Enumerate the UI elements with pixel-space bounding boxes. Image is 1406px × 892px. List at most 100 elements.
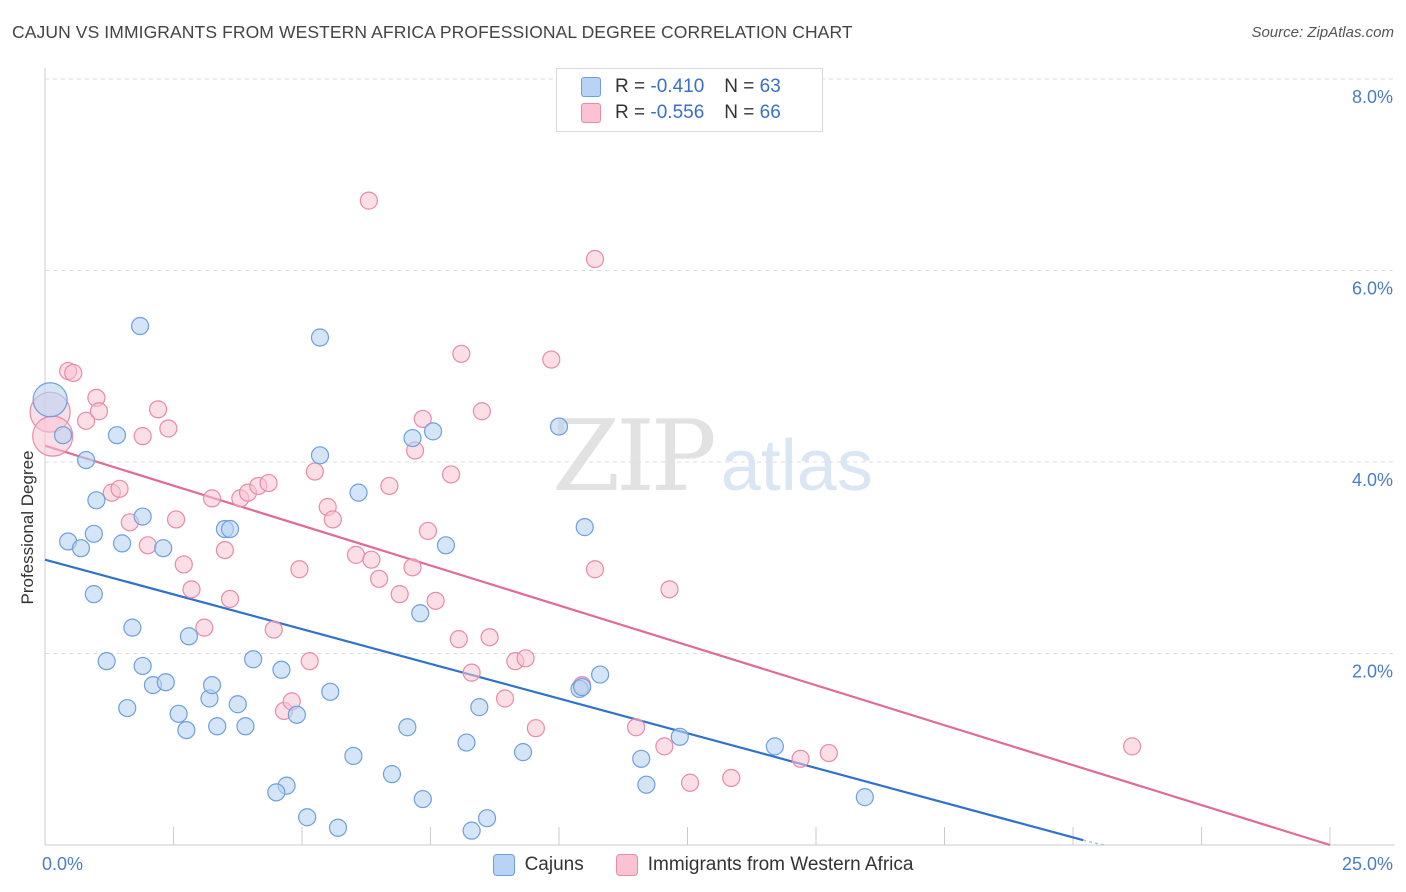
point-western-africa — [403, 558, 422, 577]
point-cajuns — [632, 749, 651, 768]
axes — [44, 68, 1395, 846]
point-cajuns — [765, 737, 784, 756]
point-cajuns — [77, 450, 96, 470]
point-cajuns — [97, 652, 116, 671]
point-cajuns — [591, 665, 610, 684]
point-cajuns — [133, 507, 152, 526]
y-tick-label: 8.0% — [1352, 87, 1393, 107]
point-cajuns — [513, 743, 533, 762]
point-cajuns — [32, 382, 68, 418]
point-cajuns — [71, 539, 91, 558]
point-cajuns — [575, 518, 594, 537]
point-cajuns — [457, 733, 476, 752]
point-cajuns — [87, 491, 106, 510]
point-cajuns — [179, 627, 199, 646]
point-western-africa — [264, 620, 283, 639]
point-western-africa — [215, 540, 234, 560]
point-western-africa — [159, 419, 178, 438]
point-western-africa — [526, 719, 545, 738]
x-tick-label-min: 0.0% — [42, 854, 83, 874]
point-western-africa — [305, 462, 324, 481]
legend-r-value: -0.556 — [650, 102, 705, 123]
legend-label-cajuns: Cajuns — [524, 854, 584, 875]
point-western-africa — [359, 191, 378, 210]
point-western-africa — [362, 550, 381, 569]
point-western-africa — [77, 411, 96, 430]
legend-n-label: N = — [724, 76, 755, 97]
point-western-africa — [202, 489, 222, 508]
point-western-africa — [791, 749, 810, 768]
legend-row-western-africa: R = -0.556 N = 66 — [581, 100, 781, 126]
legend-item-cajuns[interactable]: Cajuns — [492, 854, 584, 876]
source-label: Source: ZipAtlas.com — [1251, 24, 1394, 41]
point-cajuns — [123, 618, 142, 637]
legend-label-western-africa: Immigrants from Western Africa — [647, 854, 914, 875]
legend-r-label: R = — [615, 102, 646, 123]
point-western-africa — [174, 555, 193, 574]
point-western-africa — [89, 402, 109, 421]
point-cajuns — [573, 677, 592, 697]
series-western-africa-points — [29, 191, 1142, 792]
point-western-africa — [138, 536, 157, 555]
point-western-africa — [449, 630, 468, 649]
legend-n-value: 63 — [759, 76, 781, 97]
point-cajuns — [344, 746, 363, 766]
point-western-africa — [64, 363, 83, 383]
legend-swatch-blue — [581, 77, 601, 97]
point-western-africa — [516, 649, 535, 668]
point-cajuns — [298, 808, 317, 827]
grid-lines — [45, 78, 1395, 654]
point-cajuns — [477, 809, 497, 828]
point-western-africa — [220, 589, 240, 609]
point-cajuns — [637, 775, 656, 794]
point-cajuns — [107, 426, 127, 445]
series-legend: Cajuns Immigrants from Western Africa — [0, 852, 1406, 878]
point-western-africa — [480, 628, 499, 647]
point-cajuns — [436, 536, 456, 555]
point-cajuns — [154, 539, 173, 558]
tick-labels: 2.0% 4.0% 6.0% 8.0% 0.0% 25.0% Professional De… — [18, 87, 1393, 874]
x-tick-label-max: 25.0% — [1342, 854, 1393, 874]
point-western-africa — [259, 473, 278, 493]
point-western-africa — [680, 773, 700, 792]
legend-r-value: -0.410 — [650, 76, 705, 97]
point-cajuns — [470, 698, 489, 717]
point-western-africa — [418, 521, 438, 541]
point-western-africa — [542, 350, 561, 369]
point-cajuns — [177, 720, 196, 740]
point-western-africa — [413, 409, 432, 429]
point-cajuns — [328, 818, 348, 837]
point-cajuns — [133, 656, 152, 676]
point-western-africa — [585, 560, 605, 579]
point-cajuns — [267, 783, 286, 802]
point-cajuns — [310, 328, 330, 347]
point-western-africa — [462, 663, 481, 682]
legend-item-western-africa[interactable]: Immigrants from Western Africa — [615, 854, 914, 876]
point-western-africa — [819, 743, 838, 763]
y-tick-label: 2.0% — [1352, 662, 1393, 682]
point-western-africa — [290, 560, 309, 579]
point-western-africa — [472, 402, 491, 421]
point-cajuns — [670, 727, 689, 746]
legend-row-cajuns: R = -0.410 N = 63 — [581, 74, 781, 100]
point-western-africa — [390, 585, 409, 604]
point-cajuns — [349, 483, 368, 502]
point-cajuns — [118, 698, 137, 718]
point-cajuns — [53, 426, 73, 445]
point-cajuns — [130, 316, 150, 336]
point-western-africa — [1123, 737, 1142, 756]
point-cajuns — [272, 660, 291, 679]
point-cajuns — [310, 446, 330, 465]
point-western-africa — [441, 465, 461, 484]
y-axis-label: Professional Degree — [18, 450, 37, 604]
point-cajuns — [403, 428, 422, 448]
point-cajuns — [462, 821, 481, 840]
y-tick-label: 6.0% — [1352, 279, 1393, 299]
point-western-africa — [133, 427, 152, 446]
y-tick-label: 4.0% — [1352, 470, 1393, 490]
point-cajuns — [855, 788, 874, 807]
point-cajuns — [208, 717, 227, 736]
point-western-africa — [626, 718, 646, 737]
point-western-africa — [495, 689, 515, 708]
